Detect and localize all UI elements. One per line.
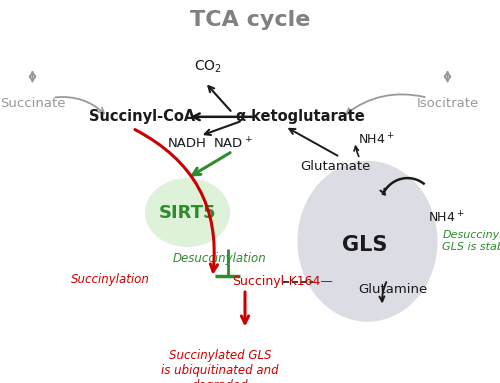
Text: Succinylated GLS
is ubiquitinated and
degraded: Succinylated GLS is ubiquitinated and de…: [161, 349, 279, 383]
Text: NH4$^+$: NH4$^+$: [428, 211, 464, 226]
Text: CO$_2$: CO$_2$: [194, 58, 222, 75]
Text: NADH: NADH: [168, 137, 207, 150]
Text: Succinyl-K164—: Succinyl-K164—: [232, 275, 334, 288]
Text: Succinylation: Succinylation: [70, 273, 150, 286]
Text: NH4$^+$: NH4$^+$: [358, 132, 394, 147]
Text: Succinyl-CoA: Succinyl-CoA: [90, 109, 196, 124]
Text: Glutamine: Glutamine: [358, 283, 427, 296]
Text: GLS: GLS: [342, 235, 388, 255]
Text: Desuccinylation: Desuccinylation: [172, 252, 266, 265]
Text: TCA cycle: TCA cycle: [190, 10, 310, 29]
Text: SIRT5: SIRT5: [159, 204, 216, 221]
Text: Desuccinylated
GLS is stable: Desuccinylated GLS is stable: [442, 231, 500, 252]
Ellipse shape: [145, 178, 230, 247]
Text: NAD$^+$: NAD$^+$: [212, 136, 252, 151]
Text: Glutamate: Glutamate: [300, 160, 370, 173]
Ellipse shape: [298, 161, 438, 322]
Text: Isocitrate: Isocitrate: [416, 97, 478, 110]
Text: α-ketoglutarate: α-ketoglutarate: [235, 109, 365, 124]
Text: Succinate: Succinate: [0, 97, 65, 110]
